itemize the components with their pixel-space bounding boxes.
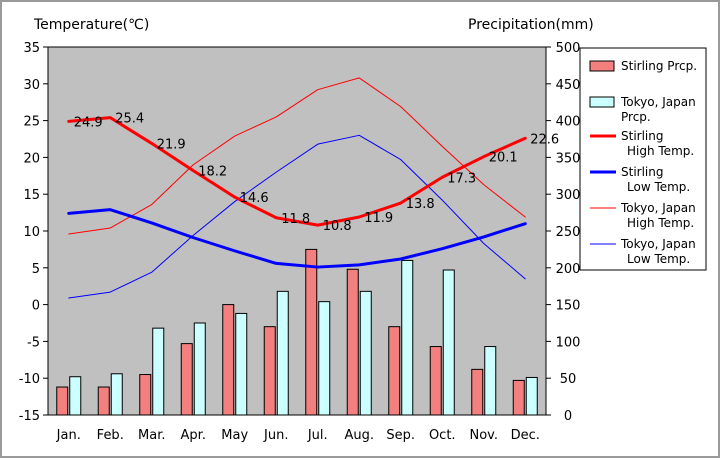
bar-tokyo-prcp [359,290,372,416]
x-tick-label: Nov. [470,428,499,443]
bar-stirling-prcp [429,346,442,416]
left-tick-label: 30 [23,78,40,93]
legend-label: High Temp. [627,216,694,230]
bar-stirling-prcp [263,326,276,416]
data-label: 25.4 [115,112,144,127]
legend-label: Stirling Prcp. [621,59,697,73]
data-label: 17.3 [447,171,476,186]
bar-stirling-prcp [222,304,235,416]
bar-stirling-prcp [512,379,525,416]
left-tick-label: 0 [32,299,40,314]
bar-stirling-prcp [471,368,484,416]
line-stirling-high-temp [67,116,527,227]
bar-stirling-prcp [388,326,401,416]
bar-stirling-prcp [180,343,193,416]
plot-area [47,46,547,416]
climate-chart: Temperature(℃) Precipitation(mm) -15 -10 -… [19,17,707,443]
left-tick-label: 35 [23,41,40,56]
x-tick-label: Sep. [386,428,415,443]
data-label: 13.8 [406,197,435,212]
left-tick-label: 15 [23,188,40,203]
line-tokyo-japan-low-temp [68,134,526,299]
legend-swatch [589,96,615,108]
right-tick-label: 50 [560,372,577,387]
x-tick-label: Oct. [429,428,456,443]
left-tick-label: -5 [27,335,40,350]
data-label: 18.2 [198,165,227,180]
legend-label: Tokyo, Japan [620,95,696,109]
data-label: 22.6 [530,132,559,147]
right-tick-label: 150 [556,299,581,314]
data-label: 11.8 [281,212,310,227]
right-tick-label: 100 [556,335,581,350]
bar-tokyo-prcp [525,376,538,416]
bar-tokyo-prcp [318,301,331,416]
legend-label: Stirling [621,129,663,143]
left-tick-label: 5 [32,262,40,277]
data-label: 20.1 [489,151,518,166]
right-tick-label: 200 [556,262,581,277]
data-label: 21.9 [157,137,186,152]
x-tick-label: Feb. [97,428,124,443]
x-tick-label: Mar. [138,428,165,443]
legend-label: Tokyo, Japan [620,237,696,251]
bar-tokyo-prcp [276,290,289,416]
left-tick-label: 20 [23,151,40,166]
bar-tokyo-prcp [401,259,414,416]
x-tick-label: May [221,428,248,443]
legend-swatch [589,60,615,72]
line-tokyo-japan-high-temp [68,77,526,235]
legend-label: Tokyo, Japan [620,201,696,215]
bar-tokyo-prcp [235,312,248,416]
bar-stirling-prcp [56,386,69,416]
left-tick-label: -15 [19,409,40,424]
legend-box [579,47,707,271]
right-axis-title: Precipitation(mm) [468,17,594,33]
bar-tokyo-prcp [193,322,206,416]
right-tick-label: 450 [556,78,581,93]
right-tick-label: 300 [556,188,581,203]
x-tick-label: Aug. [344,428,374,443]
x-tick-label: Jun. [263,428,288,443]
legend-label: Stirling [621,165,663,179]
data-label: 10.8 [323,219,352,234]
legend-label: High Temp. [627,144,694,158]
data-label: 11.9 [364,211,393,226]
bar-stirling-prcp [305,248,318,416]
legend-label: Low Temp. [627,252,690,266]
data-label: 14.6 [240,191,269,206]
line-stirling-low-temp [67,208,527,269]
legend-label: Low Temp. [627,180,690,194]
x-tick-label: Jan. [56,428,81,443]
bar-stirling-prcp [139,374,152,416]
bar-tokyo-prcp [484,346,497,416]
right-tick-label: 250 [556,225,581,240]
left-axis-title: Temperature(℃) [33,17,149,33]
right-tick-label: 350 [556,151,581,166]
bar-tokyo-prcp [152,327,165,416]
bar-tokyo-prcp [442,269,455,416]
left-tick-label: 25 [23,115,40,130]
x-tick-label: Apr. [181,428,206,443]
legend-label: Prcp. [621,110,651,124]
right-tick-label: 0 [564,409,572,424]
right-tick-label: 400 [556,115,581,130]
bar-stirling-prcp [346,268,359,416]
bar-stirling-prcp [97,386,110,416]
bar-tokyo-prcp [110,373,123,416]
data-label: 24.9 [74,115,103,130]
left-tick-label: 10 [23,225,40,240]
left-tick-label: -10 [19,372,40,387]
right-tick-label: 500 [556,41,581,56]
x-tick-label: Dec. [511,428,540,443]
bar-tokyo-prcp [69,376,82,416]
x-tick-label: Jul. [307,428,328,443]
